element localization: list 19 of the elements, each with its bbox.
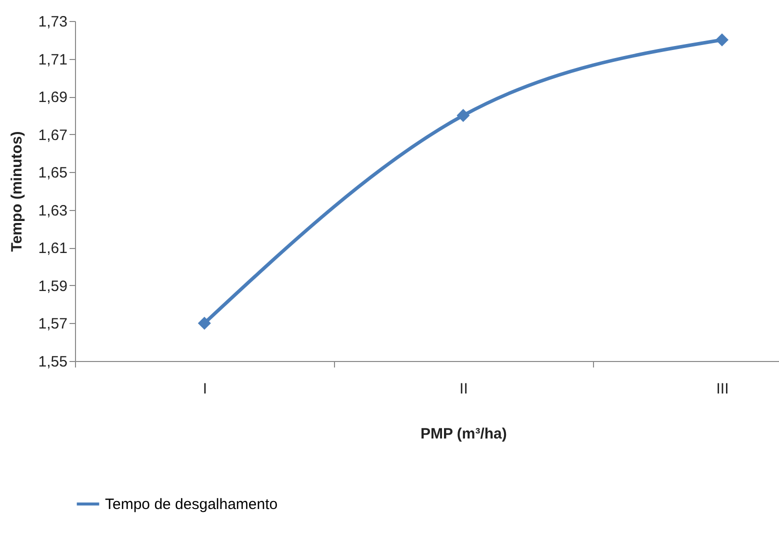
y-tick-label: 1,61 — [38, 240, 68, 258]
y-tick-label: 1,65 — [38, 164, 68, 182]
y-tick-label: 1,55 — [38, 354, 68, 370]
point — [198, 316, 211, 330]
y-tick-label: 1,59 — [38, 278, 68, 295]
legend-label: Tempo de desgalhamento — [105, 496, 278, 513]
x-tick-label: II — [460, 380, 468, 398]
x-axis-title: PMP (m³/ha) — [420, 426, 507, 442]
y-tick-label: 1,67 — [38, 126, 68, 144]
x-tick-label: III — [716, 380, 729, 398]
y-tick-label: 1,63 — [38, 202, 68, 220]
y-tick-label: 1,69 — [38, 89, 68, 106]
point — [456, 108, 470, 122]
y-tick-label: 1,57 — [38, 316, 68, 333]
y-tick-label: 1,71 — [38, 51, 68, 68]
y-tick-label: 1,73 — [38, 14, 68, 30]
x-tick-label: I — [202, 380, 207, 398]
point — [715, 33, 729, 46]
y-axis-title: Tempo (minutos) — [8, 131, 26, 252]
